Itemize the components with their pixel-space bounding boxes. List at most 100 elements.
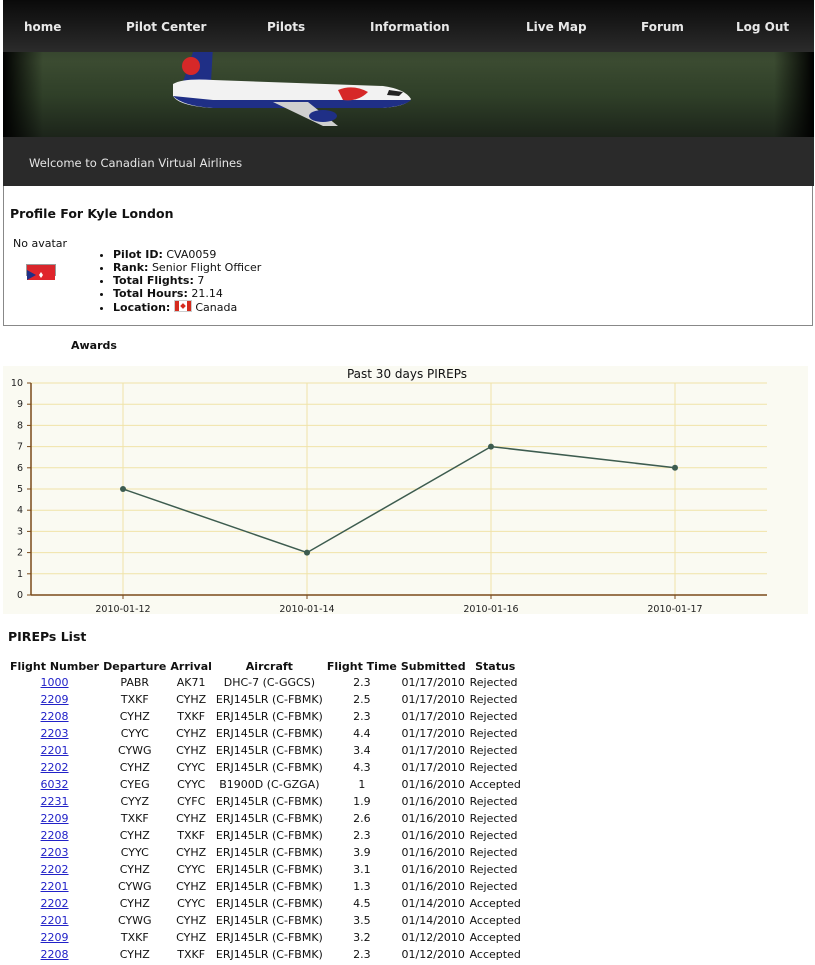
status-cell: Rejected xyxy=(469,863,518,876)
flight-number-link[interactable]: 2208 xyxy=(40,710,69,723)
flight-time-cell: 2.6 xyxy=(353,812,371,825)
flight-time-cell: 4.5 xyxy=(353,897,371,910)
flight-number-link[interactable]: 2209 xyxy=(40,693,69,706)
flight-number-cell: 2209 xyxy=(8,691,101,708)
arrival-cell: TXKF xyxy=(177,710,206,723)
flight-number-cell: 2203 xyxy=(8,844,101,861)
status-cell: Accepted xyxy=(469,914,521,927)
table-row: 2209 TXKF CYHZ ERJ145LR (C-FBMK) 2.6 01/16/20… xyxy=(8,810,523,827)
column-header: Aircraft xyxy=(245,659,293,673)
y-tick-label: 0 xyxy=(17,590,23,601)
status-cell: Accepted xyxy=(469,897,521,910)
arrival-cell: CYHZ xyxy=(176,846,207,859)
flight-number-link[interactable]: 2202 xyxy=(40,863,69,876)
flight-number-link[interactable]: 2201 xyxy=(40,880,69,893)
column-header: Departure xyxy=(103,659,167,673)
tail-logo xyxy=(182,57,200,75)
flight-number-link[interactable]: 2231 xyxy=(40,795,69,808)
arrival-cell: CYHZ xyxy=(176,744,207,757)
flight-number-link[interactable]: 1000 xyxy=(40,676,69,689)
engine xyxy=(309,110,337,122)
arrival-cell: CYYC xyxy=(177,897,206,910)
nav-information[interactable]: Information xyxy=(370,20,450,34)
status-cell: Accepted xyxy=(469,778,521,791)
flight-number-link[interactable]: 2209 xyxy=(40,812,69,825)
nav-live-map[interactable]: Live Map xyxy=(526,20,587,34)
profile-title: Profile For Kyle London xyxy=(10,206,174,221)
table-row: 2201 CYWG CYHZ ERJ145LR (C-FBMK) 3.5 01/14/20… xyxy=(8,912,523,929)
flight-time-cell: 1.3 xyxy=(353,880,371,893)
pireps-chart-svg: Past 30 days PIREPs 0 1 2 3 4 5 6 7 8 9 10 2010-01-… xyxy=(11,367,767,615)
flight-number-cell: 2208 xyxy=(8,708,101,725)
table-row: 2201 CYWG CYHZ ERJ145LR (C-FBMK) 3.4 01/17/20… xyxy=(8,742,523,759)
flight-number-link[interactable]: 2202 xyxy=(40,897,69,910)
nav-log-out[interactable]: Log Out xyxy=(736,20,790,34)
column-header: Status xyxy=(475,659,516,673)
departure-cell: PABR xyxy=(120,676,150,689)
aircraft-cell: ERJ145LR (C-FBMK) xyxy=(215,846,323,859)
field-value: CVA0059 xyxy=(166,248,217,261)
arrival-cell: TXKF xyxy=(177,829,206,842)
arrival-cell: CYHZ xyxy=(176,880,207,893)
status-cell: Accepted xyxy=(469,931,521,944)
top-nav: home Pilot Center Pilots Information Liv… xyxy=(3,0,814,52)
arrival-cell: TXKF xyxy=(177,948,206,961)
y-tick-label: 2 xyxy=(17,548,23,559)
aircraft-cell: B1900D (C-GZGA) xyxy=(219,778,320,791)
submitted-cell: 01/17/2010 xyxy=(401,693,465,706)
status-cell: Rejected xyxy=(469,744,518,757)
aircraft-cell: ERJ145LR (C-FBMK) xyxy=(215,693,323,706)
submitted-cell: 01/17/2010 xyxy=(401,710,465,723)
fuselage-maple-leaf xyxy=(338,87,368,101)
total-flights-item: Total Flights: 7 xyxy=(113,274,261,287)
flight-number-link[interactable]: 2208 xyxy=(40,948,69,961)
departure-cell: TXKF xyxy=(120,931,149,944)
flight-time-cell: 4.3 xyxy=(353,761,371,774)
departure-cell: CYHZ xyxy=(119,863,150,876)
field-label: Total Flights: xyxy=(113,274,194,287)
flight-number-link[interactable]: 2203 xyxy=(40,727,69,740)
flight-number-link[interactable]: 2201 xyxy=(40,914,69,927)
aircraft-cell: ERJ145LR (C-FBMK) xyxy=(215,914,323,927)
table-row: 2202 CYHZ CYYC ERJ145LR (C-FBMK) 4.3 01/17/20… xyxy=(8,759,523,776)
aircraft-cell: ERJ145LR (C-FBMK) xyxy=(215,948,323,961)
flight-number-link[interactable]: 2208 xyxy=(40,829,69,842)
submitted-cell: 01/16/2010 xyxy=(401,880,465,893)
aircraft-cell: ERJ145LR (C-FBMK) xyxy=(215,761,323,774)
nav-forum[interactable]: Forum xyxy=(641,20,684,34)
arrival-cell: CYYC xyxy=(177,761,206,774)
submitted-cell: 01/12/2010 xyxy=(401,931,465,944)
aircraft-cell: DHC-7 (C-GGCS) xyxy=(223,676,315,689)
flight-number-link[interactable]: 2201 xyxy=(40,744,69,757)
flight-time-cell: 3.9 xyxy=(353,846,371,859)
status-cell: Rejected xyxy=(469,693,518,706)
table-row: 2202 CYHZ CYYC ERJ145LR (C-FBMK) 3.1 01/16/20… xyxy=(8,861,523,878)
status-cell: Rejected xyxy=(469,727,518,740)
departure-cell: CYYC xyxy=(120,727,149,740)
nav-pilot-center[interactable]: Pilot Center xyxy=(126,20,207,34)
nav-home[interactable]: home xyxy=(24,20,62,34)
aircraft-cell: ERJ145LR (C-FBMK) xyxy=(215,880,323,893)
departure-cell: CYHZ xyxy=(119,761,150,774)
departure-cell: CYHZ xyxy=(119,829,150,842)
aircraft-cell: ERJ145LR (C-FBMK) xyxy=(215,710,323,723)
table-row: 2203 CYYC CYHZ ERJ145LR (C-FBMK) 4.4 01/17/20… xyxy=(8,725,523,742)
chart-title: Past 30 days PIREPs xyxy=(347,367,467,381)
table-row: 2202 CYHZ CYYC ERJ145LR (C-FBMK) 4.5 01/14/20… xyxy=(8,895,523,912)
status-cell: Rejected xyxy=(469,880,518,893)
flight-number-link[interactable]: 2203 xyxy=(40,846,69,859)
nav-pilots[interactable]: Pilots xyxy=(267,20,306,34)
submitted-cell: 01/16/2010 xyxy=(401,778,465,791)
submitted-cell: 01/17/2010 xyxy=(401,676,465,689)
field-value: 7 xyxy=(197,274,205,287)
aircraft-cell: ERJ145LR (C-FBMK) xyxy=(215,795,323,808)
flight-number-link[interactable]: 2202 xyxy=(40,761,69,774)
aircraft-cell: ERJ145LR (C-FBMK) xyxy=(215,829,323,842)
flight-number-link[interactable]: 2209 xyxy=(40,931,69,944)
rank-item: Rank: Senior Flight Officer xyxy=(113,261,261,274)
departure-cell: CYHZ xyxy=(119,897,150,910)
table-row: 2203 CYYC CYHZ ERJ145LR (C-FBMK) 3.9 01/16/20… xyxy=(8,844,523,861)
flight-number-link[interactable]: 6032 xyxy=(40,778,69,791)
field-label: Total Hours: xyxy=(113,287,188,300)
flight-number-cell: 2208 xyxy=(8,946,101,963)
